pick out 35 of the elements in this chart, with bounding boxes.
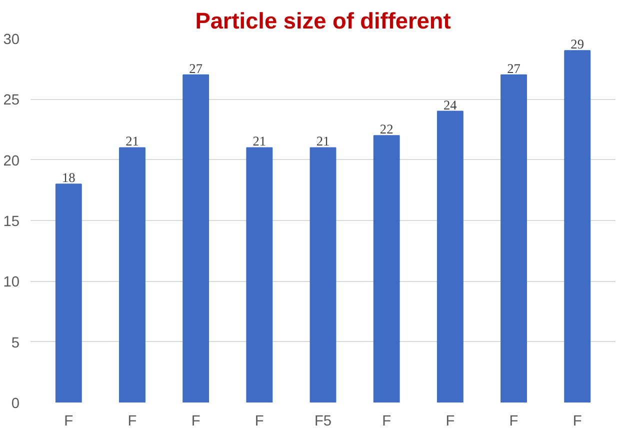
y-tick-label: 30 xyxy=(3,32,20,48)
x-tick-label: F xyxy=(382,414,392,430)
data-label: 29 xyxy=(570,36,584,52)
y-tick-label: 5 xyxy=(11,335,20,352)
bar xyxy=(310,147,336,402)
data-label: 27 xyxy=(507,60,521,76)
data-label: 21 xyxy=(126,134,139,149)
x-tick-label: F xyxy=(191,414,200,430)
x-tick-label: F xyxy=(572,414,582,430)
chart-title: Particle size of different xyxy=(195,8,452,34)
data-label: 21 xyxy=(316,134,330,149)
y-tick-label: 0 xyxy=(11,396,20,412)
y-tick-label: 25 xyxy=(3,92,20,109)
data-label: 22 xyxy=(380,122,394,137)
bar xyxy=(55,184,82,402)
bar xyxy=(373,135,400,402)
x-tick-label: F xyxy=(64,414,74,430)
y-tick-label: 10 xyxy=(3,274,20,291)
data-label: 24 xyxy=(444,97,458,112)
y-tick-label: 20 xyxy=(3,153,20,170)
x-tick-label: F xyxy=(509,414,518,430)
bar xyxy=(119,147,146,402)
x-tick-label: F xyxy=(446,414,455,430)
bar xyxy=(564,50,591,402)
x-tick-label: F5 xyxy=(314,414,332,430)
bar xyxy=(182,74,210,402)
data-label: 27 xyxy=(189,60,203,76)
bar xyxy=(246,147,273,402)
data-label: 18 xyxy=(62,170,76,186)
bar xyxy=(500,74,527,402)
bar xyxy=(436,110,464,402)
x-tick-label: F xyxy=(254,414,264,430)
x-tick-label: F xyxy=(128,414,137,430)
data-label: 21 xyxy=(252,134,266,149)
y-tick-label: 15 xyxy=(3,214,20,230)
